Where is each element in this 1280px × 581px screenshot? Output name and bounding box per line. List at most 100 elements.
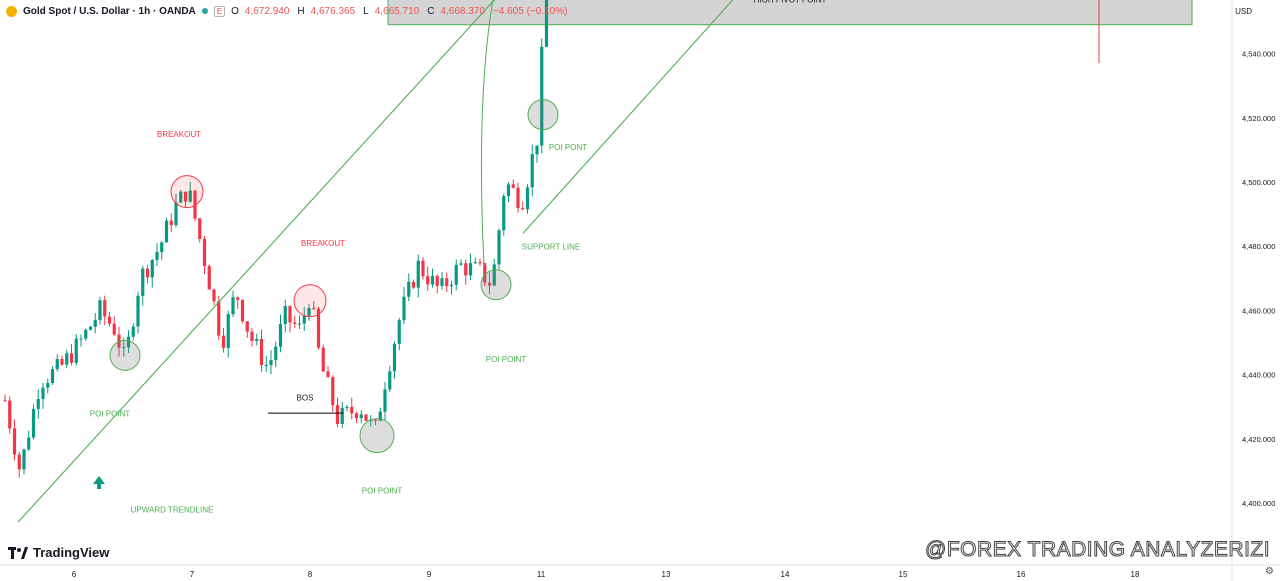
candle-body	[392, 343, 397, 372]
y-tick-label: 4,460.000	[1242, 306, 1275, 315]
candle-body	[193, 190, 197, 219]
x-tick-label: 7	[190, 570, 195, 579]
candle-body	[540, 46, 544, 146]
candle-body	[506, 184, 511, 197]
close-value: 4,668.370	[440, 5, 485, 17]
candle-body	[207, 266, 211, 290]
candle-body	[122, 347, 126, 349]
candle-body	[497, 230, 501, 265]
momentum-arc	[480, 0, 494, 266]
candle-body	[350, 406, 354, 414]
candle-body	[226, 314, 230, 349]
candle-body	[93, 319, 97, 327]
watermark-text: @FOREX TRADING ANALYZERIZI	[924, 538, 1271, 562]
candle-body	[198, 218, 202, 239]
candle-body	[487, 282, 492, 286]
candle-body	[335, 405, 340, 424]
x-tick-label: 8	[308, 570, 313, 579]
gold-coin-icon	[6, 5, 17, 17]
symbol-title[interactable]: Gold Spot / U.S. Dollar · 1h · OANDA	[23, 5, 196, 17]
y-tick-label: 4,520.000	[1242, 114, 1275, 123]
poi-circle-1	[109, 339, 141, 371]
candle-body	[126, 336, 131, 348]
annotation-label: POI POINT	[486, 355, 527, 364]
annotation-label: POI POINT	[362, 486, 403, 495]
y-tick-label: 4,440.000	[1242, 371, 1275, 380]
candle-body	[183, 191, 188, 202]
candle-body	[293, 322, 297, 324]
y-tick-label: 4,500.000	[1242, 178, 1275, 187]
candle-body	[502, 196, 506, 231]
currency-label[interactable]: USD	[1235, 7, 1252, 16]
high-value: 4,676.365	[310, 5, 356, 17]
candle-body	[435, 275, 439, 287]
candle-body	[331, 377, 335, 406]
candle-body	[440, 278, 444, 287]
candle-body	[373, 419, 378, 421]
tradingview-logo[interactable]: TradingView	[8, 545, 109, 560]
settings-gear-icon[interactable]: ⚙	[1265, 566, 1274, 577]
candle-body	[483, 263, 487, 283]
candle-body	[525, 187, 530, 210]
poi-circle-4	[527, 99, 559, 131]
candle-body	[459, 263, 463, 265]
candle-body	[74, 338, 78, 363]
tradingview-logo-text: TradingView	[33, 545, 110, 560]
high-key: H	[297, 5, 305, 17]
candle-body	[231, 297, 235, 315]
candle-body	[345, 406, 349, 408]
candle-body	[530, 154, 534, 188]
candle-body	[55, 359, 59, 370]
close-key: C	[427, 5, 435, 17]
candle-body	[160, 242, 164, 252]
upward-trendline	[17, 0, 496, 523]
candle-body	[150, 259, 154, 278]
candle-body	[212, 289, 216, 302]
annotation-label: HIGH PIVOT POINT	[754, 0, 827, 4]
candle-body	[88, 326, 93, 330]
x-tick-label: 14	[781, 570, 790, 579]
candle-body	[321, 347, 325, 372]
x-tick-label: 18	[1131, 570, 1140, 579]
candle-body	[511, 184, 515, 188]
candle-body	[378, 411, 382, 421]
candle-body	[155, 251, 159, 260]
candle-body	[169, 220, 173, 226]
candle-body	[255, 338, 259, 342]
candle-body	[245, 321, 249, 332]
candle-body	[473, 262, 477, 264]
candle-body	[421, 260, 425, 277]
y-tick-label: 4,480.000	[1242, 242, 1275, 251]
annotation-label: BREAKOUT	[301, 239, 345, 248]
symbol-header[interactable]: Gold Spot / U.S. Dollar · 1h · OANDA E O…	[0, 0, 569, 22]
low-value: 4,665.710	[374, 5, 420, 17]
annotation-label: POI POINT	[90, 409, 131, 418]
candle-body	[98, 300, 102, 320]
candle-body	[41, 387, 45, 399]
candle-body	[65, 353, 69, 365]
candle-body	[112, 323, 116, 335]
annotation-label: POI PONT	[549, 143, 587, 152]
candle-body	[264, 365, 268, 367]
candle-body	[454, 264, 458, 285]
candle-body	[12, 428, 17, 455]
candle-body	[131, 326, 135, 337]
candle-body	[326, 371, 330, 378]
annotation-label: BREAKOUT	[157, 130, 201, 139]
candle-body	[283, 306, 287, 324]
candle-body	[46, 383, 50, 388]
candle-body	[250, 331, 254, 342]
candle-body	[79, 338, 83, 340]
x-tick-label: 9	[427, 570, 432, 579]
candle-body	[141, 268, 145, 296]
candle-body	[50, 369, 55, 384]
candle-body	[449, 284, 454, 287]
candle-body	[364, 414, 368, 421]
candle-body	[316, 308, 321, 348]
candle-body	[22, 449, 26, 470]
candle-body	[240, 299, 245, 322]
poi-circle-2	[359, 418, 395, 454]
breakout-circle-1	[170, 175, 204, 209]
